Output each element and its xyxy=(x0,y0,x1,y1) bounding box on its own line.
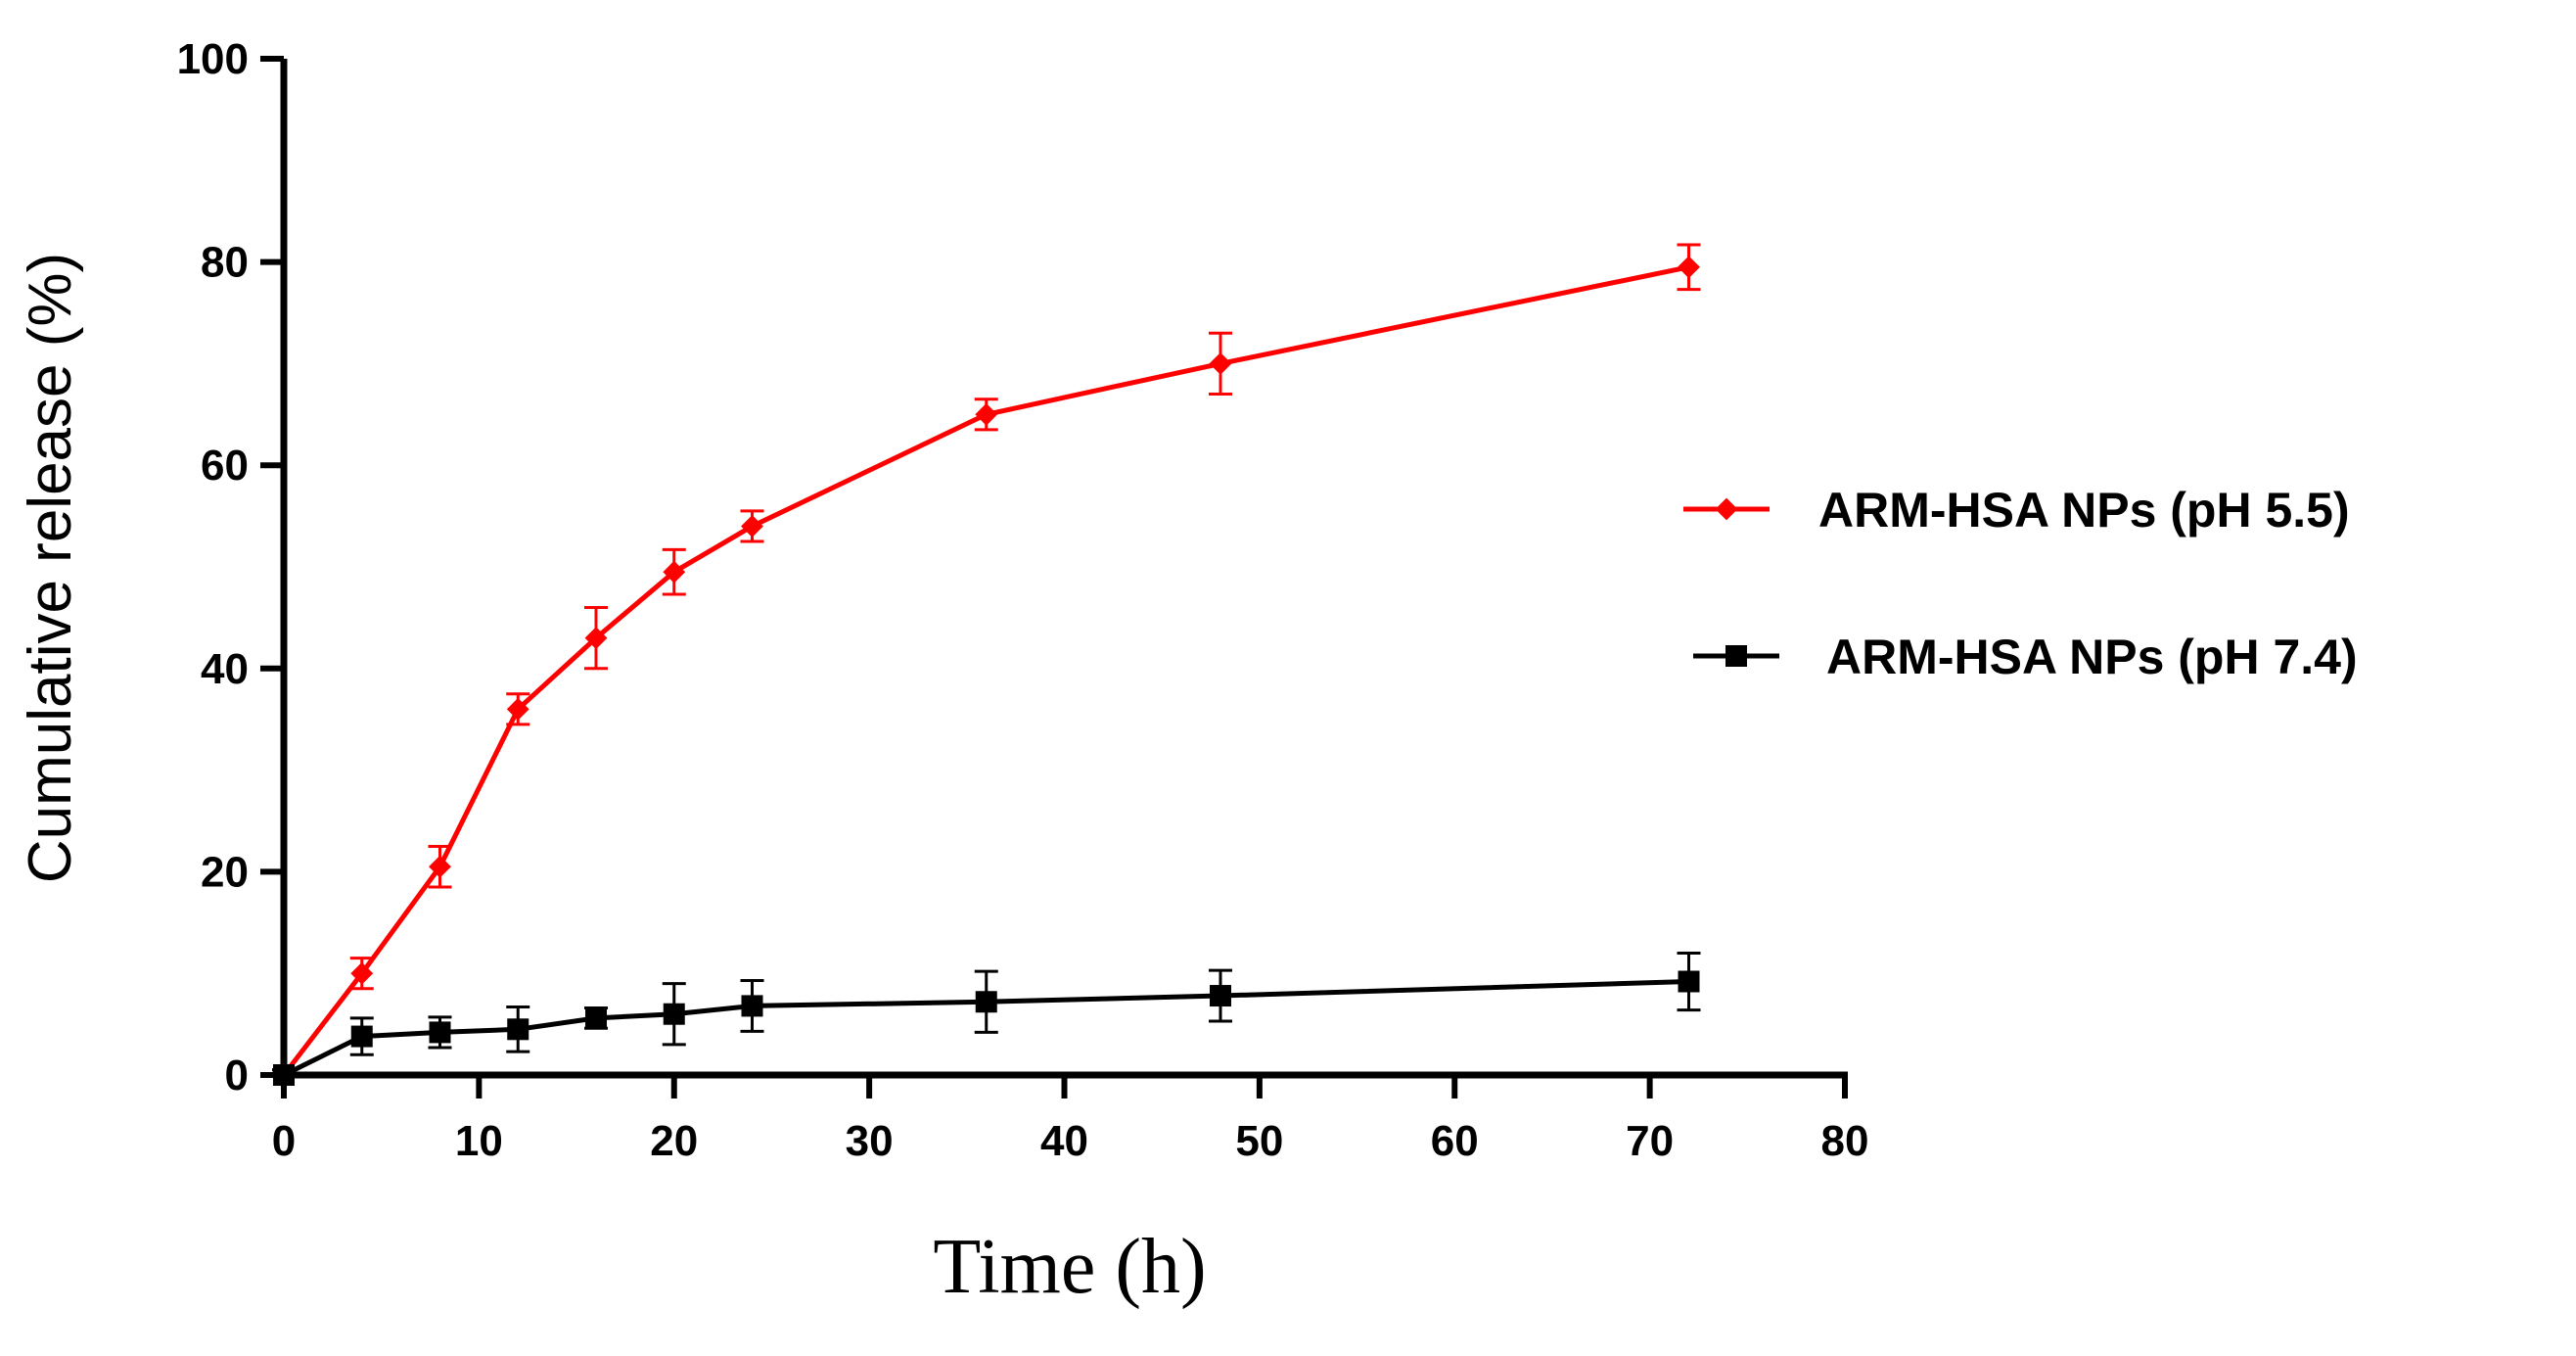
legend-marker xyxy=(1725,645,1747,667)
x-tick-label: 30 xyxy=(846,1117,894,1165)
data-point xyxy=(975,402,998,426)
series-line xyxy=(282,264,1690,1077)
data-point xyxy=(975,991,997,1013)
data-point xyxy=(663,560,686,584)
y-tick-label: 20 xyxy=(201,848,249,896)
data-point xyxy=(429,855,451,878)
series-ph-7-4 xyxy=(272,951,1701,1086)
data-point xyxy=(741,995,763,1017)
x-tick-label: 60 xyxy=(1431,1117,1479,1165)
x-tick-label: 20 xyxy=(650,1117,698,1165)
legend: ARM-HSA NPs (pH 5.5) ARM-HSA NPs (pH 7.4) xyxy=(1683,483,2358,684)
data-point xyxy=(429,1021,451,1044)
x-tick-label: 80 xyxy=(1821,1117,1869,1165)
y-tick-label: 40 xyxy=(201,645,249,693)
data-point xyxy=(507,1018,529,1041)
series-ph-5-5 xyxy=(272,243,1701,1087)
x-tick-label: 50 xyxy=(1235,1117,1283,1165)
data-point xyxy=(273,1064,295,1086)
y-tick-label: 80 xyxy=(201,239,249,287)
data-point xyxy=(506,697,529,721)
legend-label: ARM-HSA NPs (pH 5.5) xyxy=(1818,483,2350,538)
y-axis-label: Cumulative release (%) xyxy=(17,253,84,883)
y-tick-label: 100 xyxy=(177,35,249,83)
x-tick-label: 10 xyxy=(455,1117,503,1165)
x-tick-label: 40 xyxy=(1040,1117,1088,1165)
y-tick-label: 60 xyxy=(201,442,249,490)
legend-item-ph-5-5: ARM-HSA NPs (pH 5.5) xyxy=(1683,483,2350,538)
x-axis-label: Time (h) xyxy=(933,1224,1206,1310)
legend-label: ARM-HSA NPs (pH 7.4) xyxy=(1826,630,2358,684)
data-point xyxy=(1678,970,1700,993)
data-point xyxy=(741,515,763,538)
legend-marker xyxy=(1715,497,1738,521)
y-tick-label: 0 xyxy=(225,1052,249,1099)
data-point xyxy=(585,1006,607,1029)
data-point xyxy=(350,1025,373,1048)
legend-item-ph-7-4: ARM-HSA NPs (pH 7.4) xyxy=(1693,630,2358,684)
data-point xyxy=(1209,351,1232,375)
data-point xyxy=(350,961,374,985)
series-line xyxy=(282,979,1689,1078)
data-point xyxy=(1210,985,1231,1007)
axes: 0 20 40 60 80 100 0 10 20 30 40 50 60 70 80 xyxy=(177,35,1869,1165)
data-point xyxy=(584,627,608,650)
data-point xyxy=(663,1003,685,1025)
x-tick-label: 70 xyxy=(1626,1117,1674,1165)
series-group xyxy=(272,243,1701,1087)
x-tick-label: 0 xyxy=(272,1117,296,1165)
data-point xyxy=(1678,256,1700,279)
